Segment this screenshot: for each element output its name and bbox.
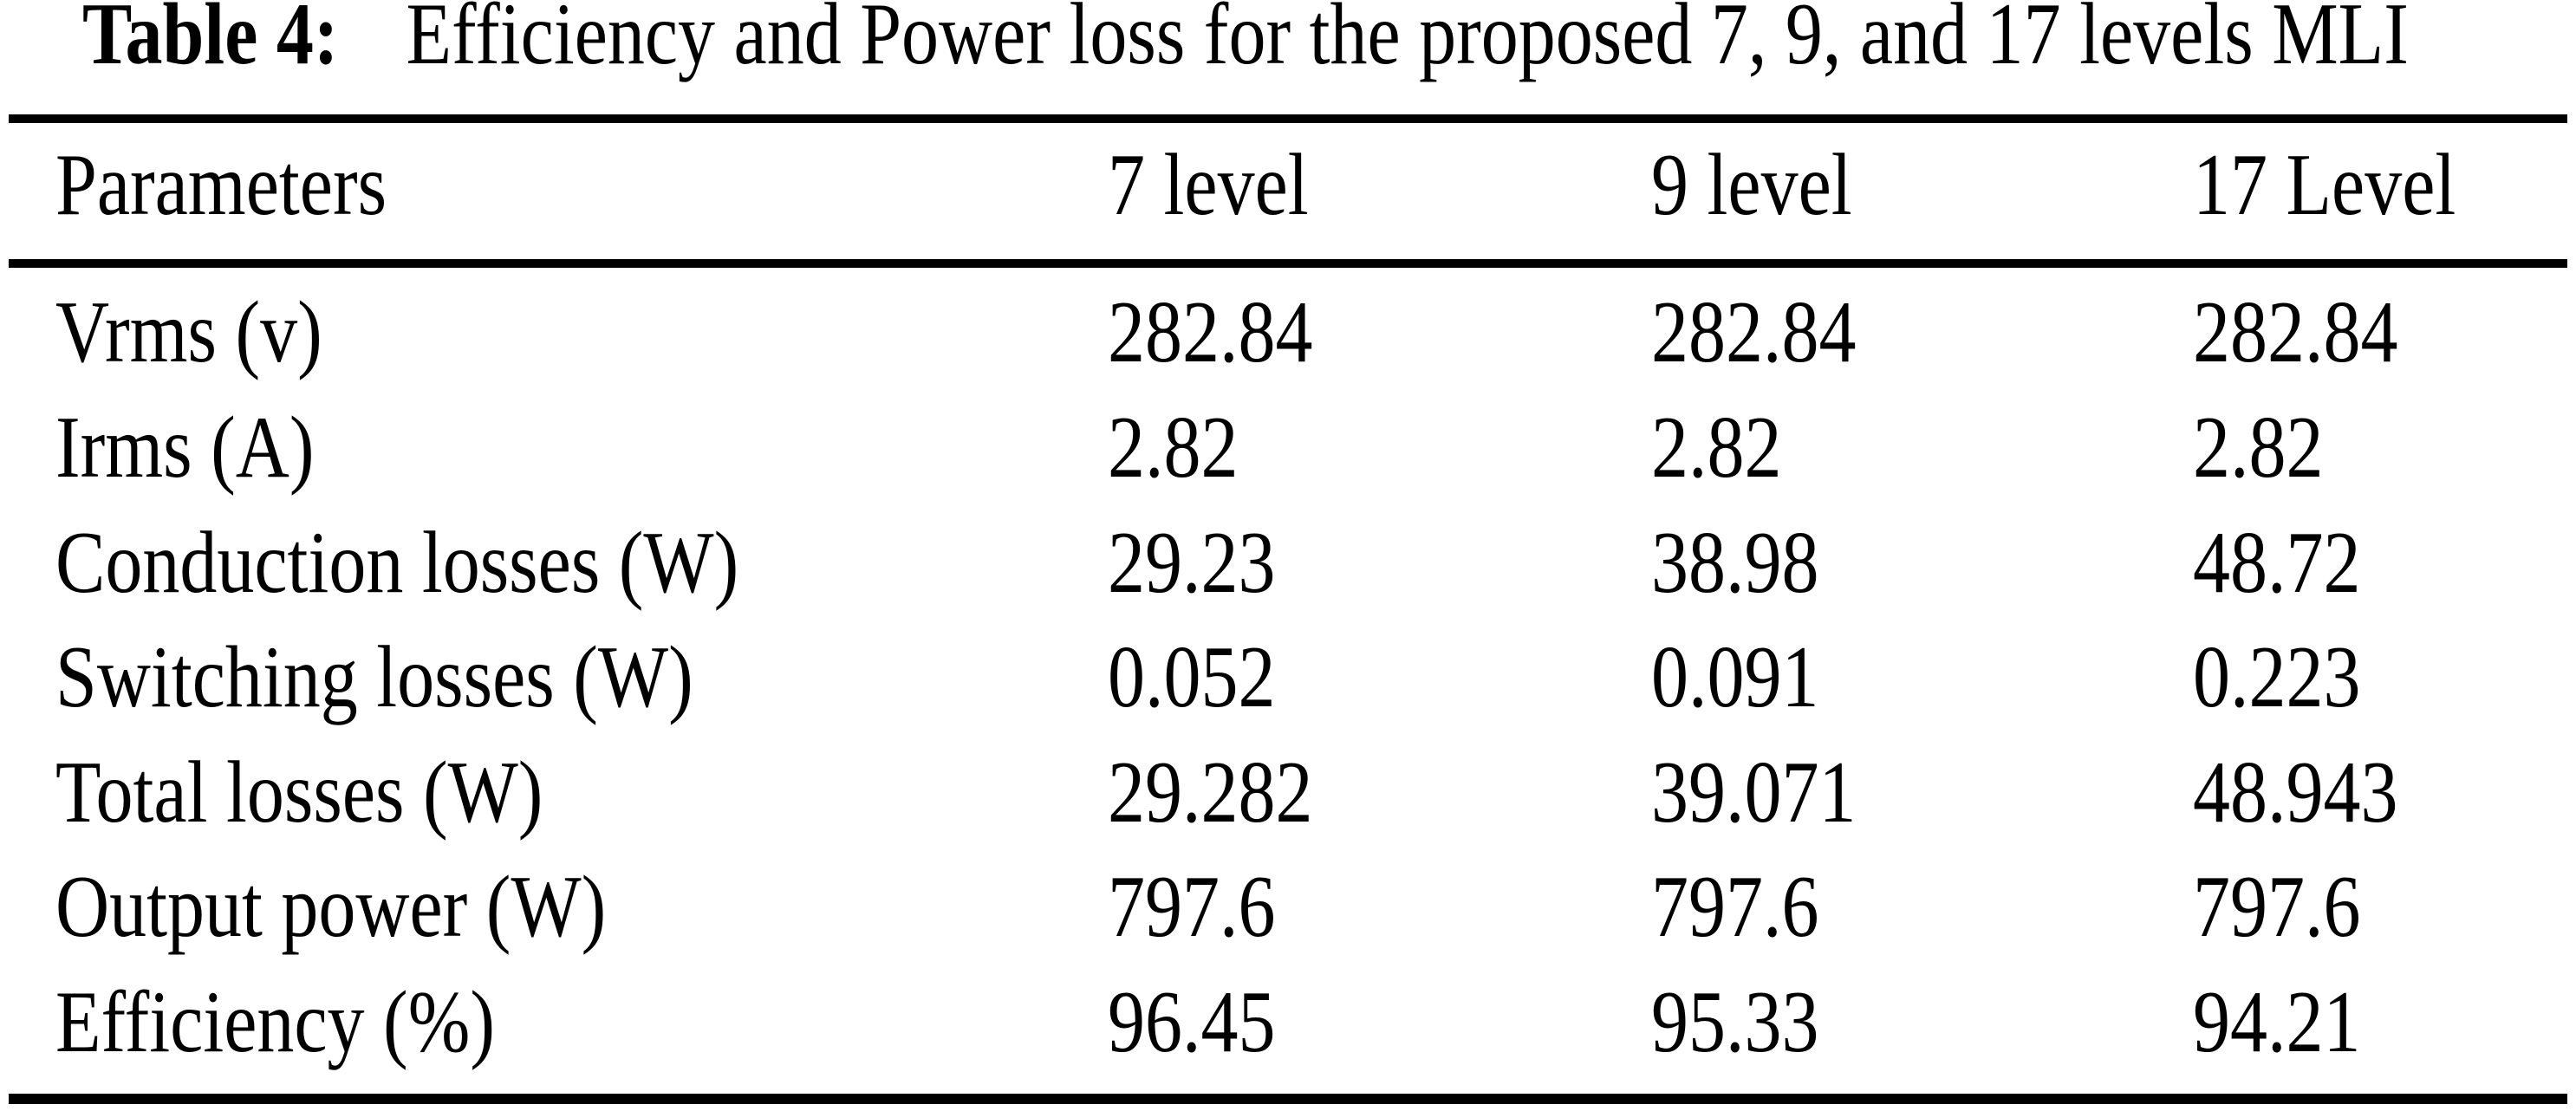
cell-value: 282.84: [1108, 283, 1313, 381]
cell-value: 797.6: [1651, 857, 1819, 956]
caption-label: Table 4:: [82, 0, 339, 83]
cell-value: 2.82: [2193, 398, 2324, 497]
table-row: Conduction losses (W) 29.23 38.98 48.72: [0, 513, 2576, 612]
table-row: Switching losses (W) 0.052 0.091 0.223: [0, 627, 2576, 726]
column-header-7-level: 7 level: [1108, 135, 1309, 234]
cell-value: 94.21: [2193, 972, 2361, 1071]
table-row: Output power (W) 797.6 797.6 797.6: [0, 857, 2576, 956]
cell-value: 797.6: [1108, 857, 1276, 956]
header-rule: [9, 259, 2567, 268]
caption-text: Efficiency and Power loss for the propos…: [406, 0, 2409, 83]
table-caption: Table 4: Efficiency and Power loss for th…: [82, 0, 2409, 77]
cell-value: 797.6: [2193, 857, 2361, 956]
cell-value: 2.82: [1651, 398, 1782, 497]
cell-value: 0.052: [1108, 627, 1276, 726]
row-label: Efficiency (%): [55, 972, 495, 1071]
table-row: Efficiency (%) 96.45 95.33 94.21: [0, 972, 2576, 1071]
table-row: Vrms (v) 282.84 282.84 282.84: [0, 283, 2576, 381]
table-row: Irms (A) 2.82 2.82 2.82: [0, 398, 2576, 497]
cell-value: 95.33: [1651, 972, 1819, 1071]
cell-value: 2.82: [1108, 398, 1239, 497]
row-label: Total losses (W): [55, 743, 543, 841]
bottom-rule: [9, 1094, 2567, 1104]
row-label: Output power (W): [55, 857, 607, 956]
cell-value: 38.98: [1651, 513, 1819, 612]
cell-value: 282.84: [1651, 283, 1857, 381]
cell-value: 48.72: [2193, 513, 2361, 612]
row-label: Conduction losses (W): [55, 513, 739, 612]
column-header-17-level: 17 Level: [2193, 135, 2456, 234]
row-label: Irms (A): [55, 398, 315, 497]
cell-value: 29.282: [1108, 743, 1313, 841]
cell-value: 29.23: [1108, 513, 1276, 612]
cell-value: 48.943: [2193, 743, 2398, 841]
cell-value: 96.45: [1108, 972, 1276, 1071]
cell-value: 0.091: [1651, 627, 1819, 726]
cell-value: 0.223: [2193, 627, 2361, 726]
row-label: Switching losses (W): [55, 627, 693, 726]
top-rule: [9, 114, 2567, 123]
table-row: Total losses (W) 29.282 39.071 48.943: [0, 748, 2576, 835]
cell-value: 39.071: [1651, 743, 1857, 841]
header-row: Parameters 7 level 9 level 17 Level: [0, 135, 2576, 234]
column-header-parameters: Parameters: [55, 135, 387, 234]
row-label: Vrms (v): [55, 283, 322, 381]
column-header-9-level: 9 level: [1651, 135, 1852, 234]
cell-value: 282.84: [2193, 283, 2398, 381]
